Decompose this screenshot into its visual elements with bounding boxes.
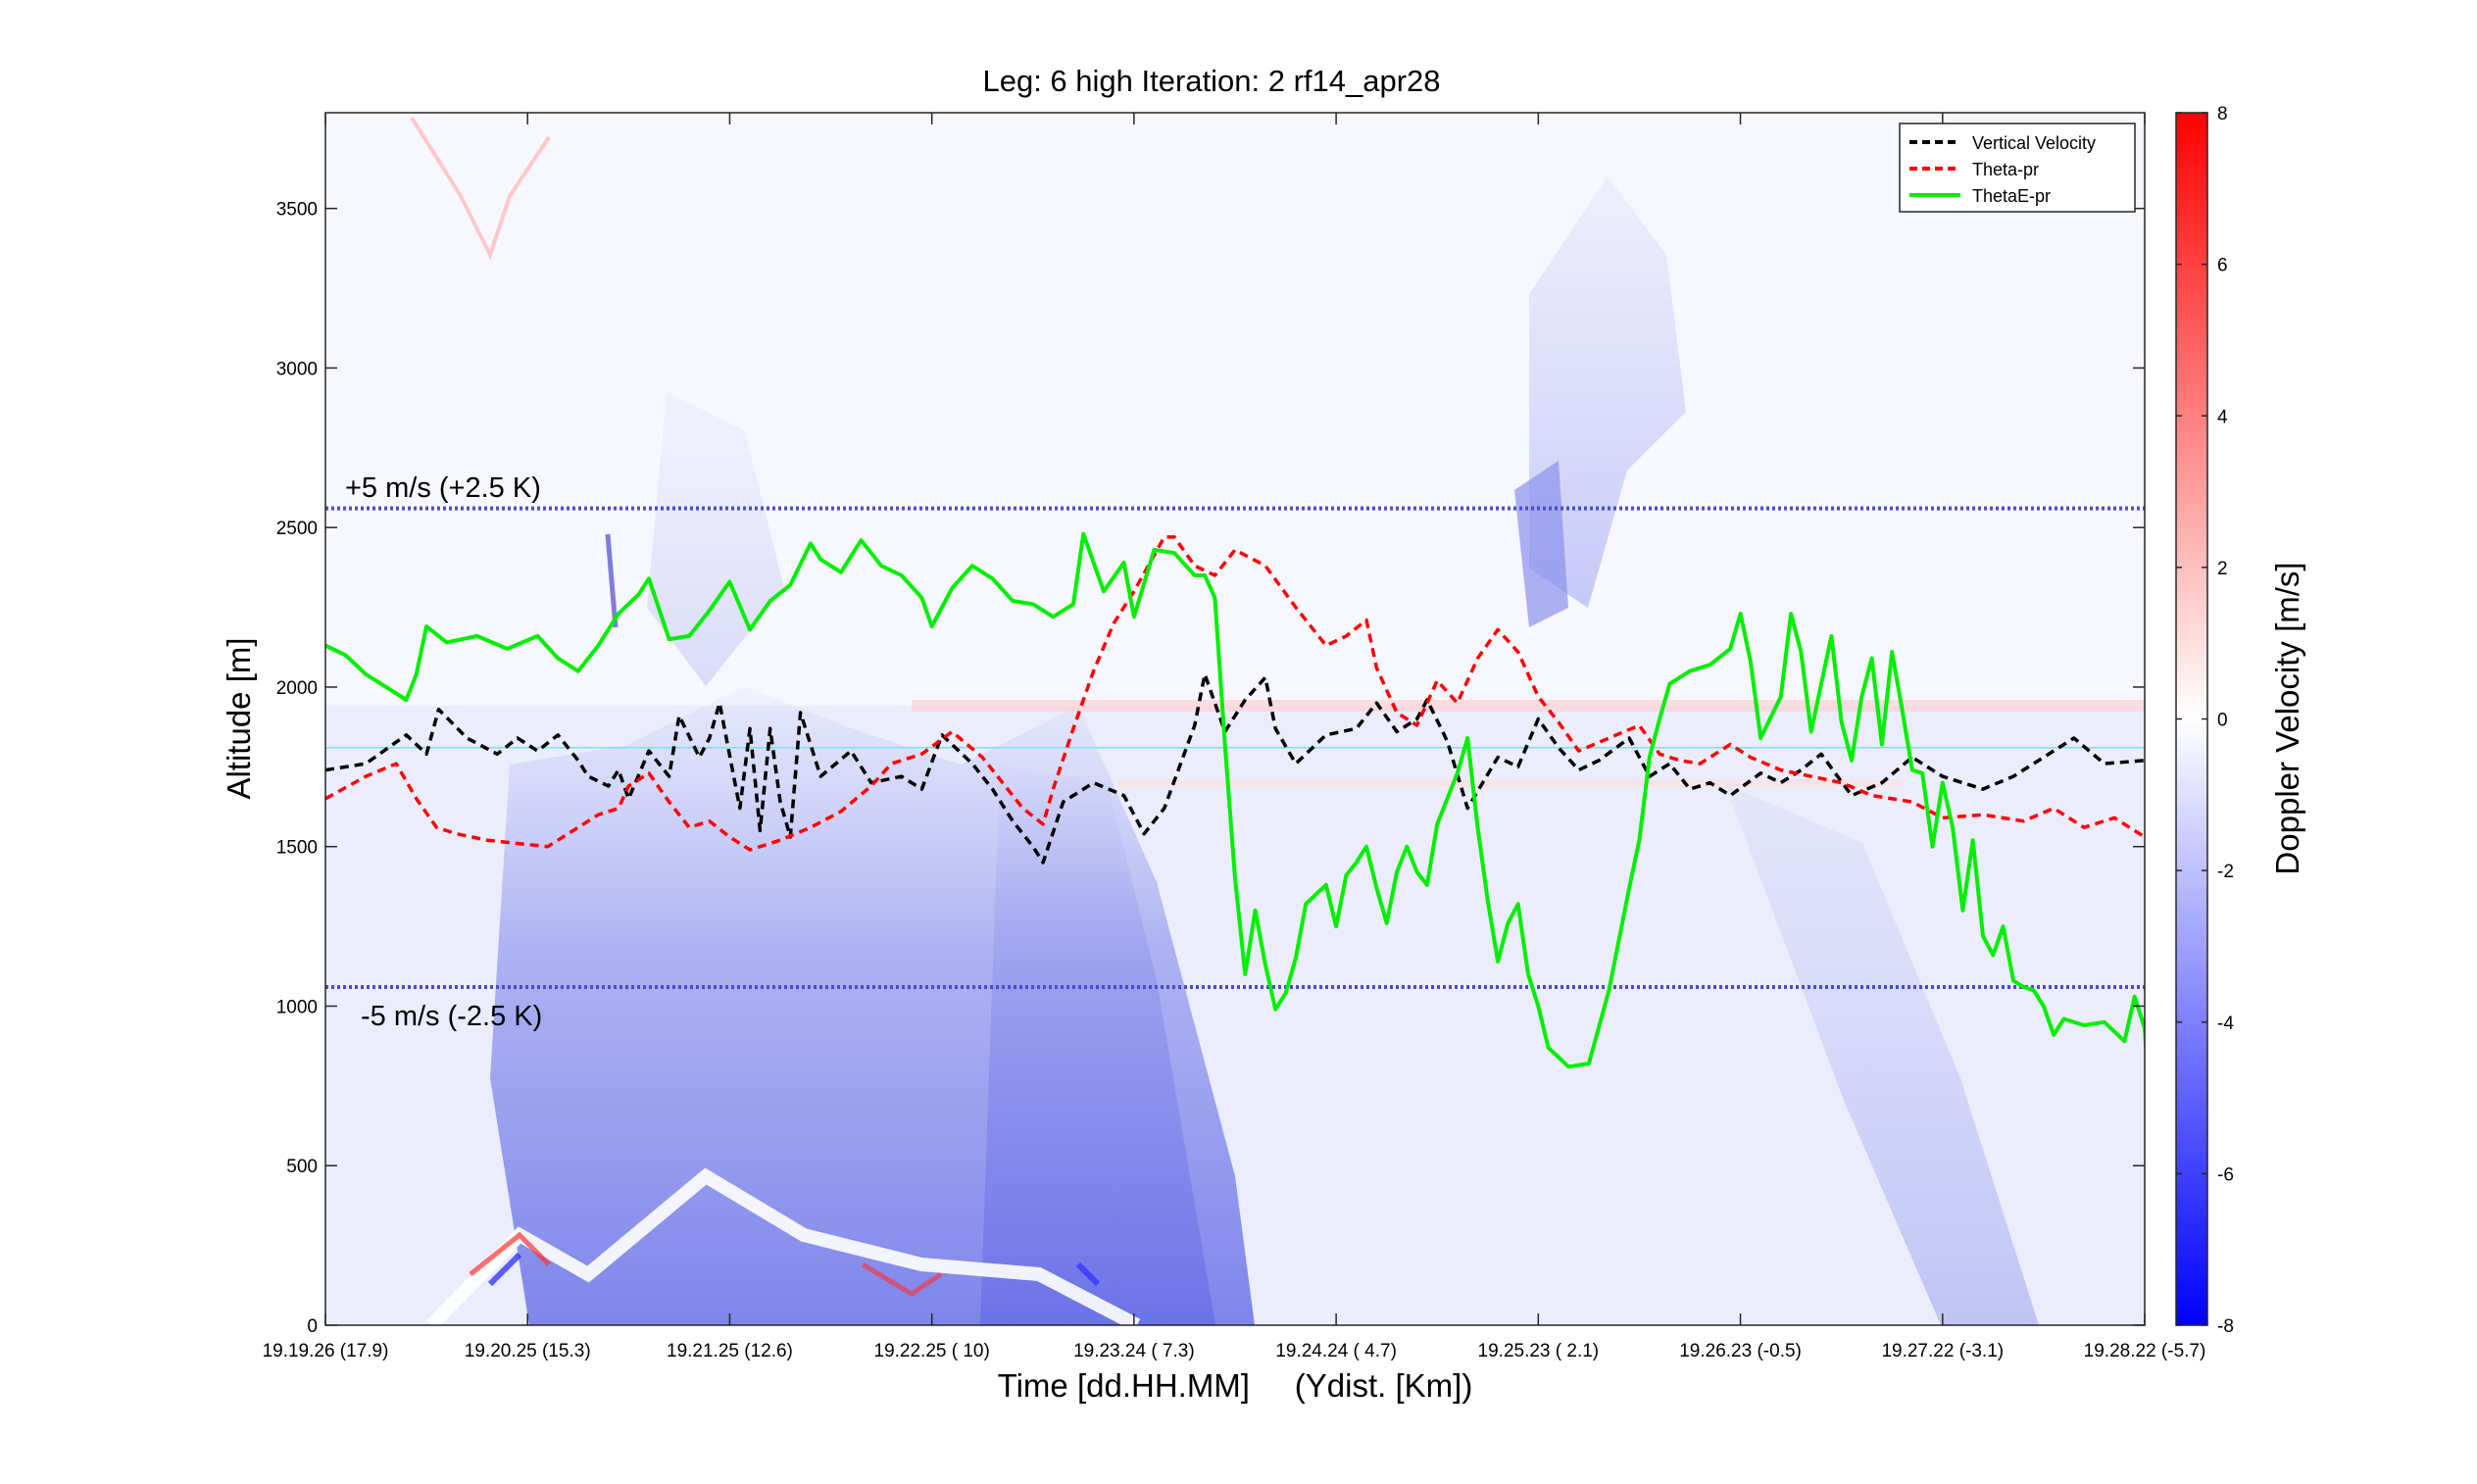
y-tick-label: 2000 [276,678,318,699]
y-tick-label: 500 [286,1157,318,1177]
colorbar-tick-label: -2 [2217,862,2234,882]
colorbar-tick-label: 8 [2217,104,2228,124]
x-tick-label: 19.28.22 (-5.7) [2084,1341,2206,1361]
colorbar-tick-label: 4 [2217,407,2228,427]
legend-label-thetae-pr: ThetaE-pr [1972,186,2051,206]
x-tick-label: 19.25.23 ( 2.1) [1478,1341,1600,1361]
legend-label-vertical-velocity: Vertical Velocity [1972,133,2096,153]
x-tick-label: 19.23.24 ( 7.3) [1073,1341,1195,1361]
ref-label-plus: +5 m/s (+2.5 K) [345,472,541,504]
colorbar-tick-label: -4 [2217,1014,2234,1034]
plot-frame [324,112,2146,1326]
y-tick-label: 3000 [276,359,318,379]
y-tick-label: 2500 [276,519,318,539]
x-tick-label: 19.21.25 (12.6) [667,1341,793,1361]
y-tick-label: 1000 [276,997,318,1017]
y-axis-label: Altitude [m] [221,637,257,799]
series-line-vertical-velocity [325,672,2145,865]
x-tick-label: 19.20.25 (15.3) [465,1341,591,1361]
x-tick-label: 19.27.22 (-3.1) [1881,1341,2004,1361]
ref-label-minus: -5 m/s (-2.5 K) [361,1001,542,1032]
x-tick-label: 19.22.25 ( 10) [874,1341,990,1361]
colorbar-tick-label: 2 [2217,559,2228,579]
x-axis-label: Time [dd.HH.MM] (Ydist. [Km]) [998,1367,1473,1404]
x-tick-label: 19.19.26 (17.9) [263,1341,389,1361]
chart-title: Leg: 6 high Iteration: 2 rf14_apr28 [982,64,1440,98]
x-tick-label: 19.24.24 ( 4.7) [1275,1341,1397,1361]
colorbar-tick-label: -8 [2217,1316,2234,1337]
colorbar-tick-label: -6 [2217,1164,2234,1185]
series-line-thetae-pr [325,531,2145,1069]
colorbar-tick-label: 0 [2217,711,2228,731]
y-tick-label: 3500 [276,200,318,221]
x-tick-label: 19.26.23 (-0.5) [1679,1341,1802,1361]
legend-label-theta-pr: Theta-pr [1972,160,2039,179]
colorbar-label: Doppler Velocity [m/s] [2269,562,2305,874]
y-tick-label: 1500 [276,838,318,859]
y-tick-label: 0 [307,1316,318,1337]
legend: Vertical Velocity Theta-pr ThetaE-pr [1899,123,2136,213]
colorbar-tick-label: 6 [2217,256,2228,276]
